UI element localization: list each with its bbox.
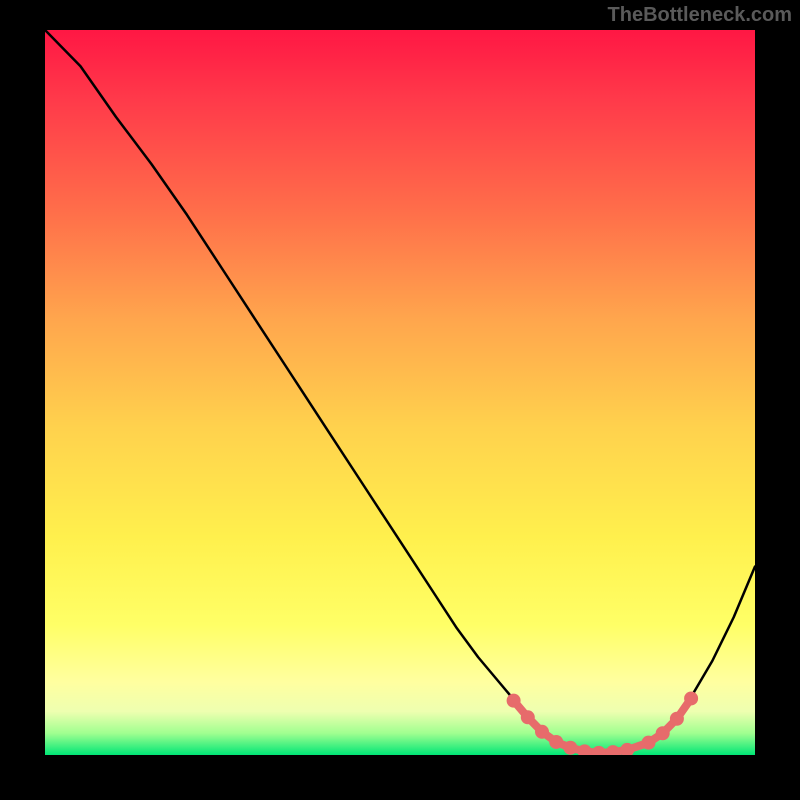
watermark-text: TheBottleneck.com: [608, 4, 792, 27]
plot-area: [45, 30, 755, 755]
chart-svg: [45, 30, 755, 755]
chart-container: TheBottleneck.com: [0, 0, 800, 800]
